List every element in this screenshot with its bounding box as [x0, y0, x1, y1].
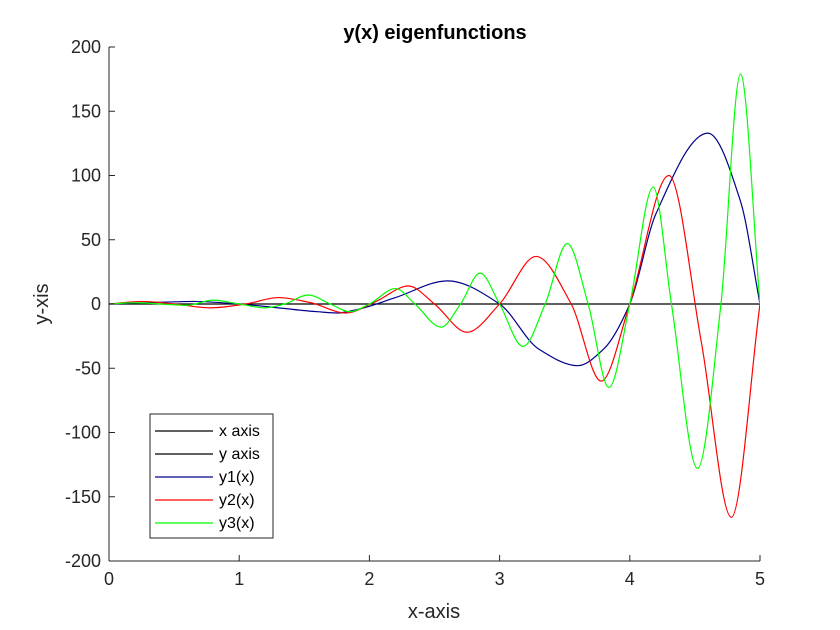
y-tick-label: -100 [65, 423, 101, 443]
series-layer [109, 73, 760, 518]
y-tick-label: -50 [75, 358, 101, 378]
x-axis-title: x-axis [408, 601, 460, 623]
x-tick-label: 3 [495, 569, 505, 589]
x-tick-label: 0 [104, 569, 114, 589]
legend-label: y2(x) [219, 492, 255, 509]
ticks-layer: 0 1 2 3 4 5 -200 -150 -100 -50 0 50 100 150 200 [65, 37, 765, 589]
y-tick-label: 100 [71, 166, 101, 186]
y-tick-label: 200 [71, 37, 101, 57]
legend-label: y axis [219, 446, 260, 463]
x-tick-label: 5 [755, 569, 765, 589]
y-tick-label: -200 [65, 551, 101, 571]
y-axis-title: y-xis [31, 283, 53, 324]
chart-title: y(x) eigenfunctions [343, 22, 526, 44]
y-tick-label: 150 [71, 101, 101, 121]
legend-label: y1(x) [219, 469, 255, 486]
y-tick-label: 50 [81, 230, 101, 250]
legend[interactable]: x axis y axis y1(x) y2(x) y3(x) [149, 413, 274, 539]
x-tick-label: 1 [234, 569, 244, 589]
series-line-y3-x [109, 73, 760, 470]
legend-label: x axis [219, 423, 260, 440]
y-tick-label: 0 [91, 294, 101, 314]
x-tick-label: 2 [364, 569, 374, 589]
x-tick-label: 4 [625, 569, 635, 589]
legend-box [149, 413, 274, 539]
y-tick-label: -150 [65, 487, 101, 507]
legend-label: y3(x) [219, 515, 255, 532]
